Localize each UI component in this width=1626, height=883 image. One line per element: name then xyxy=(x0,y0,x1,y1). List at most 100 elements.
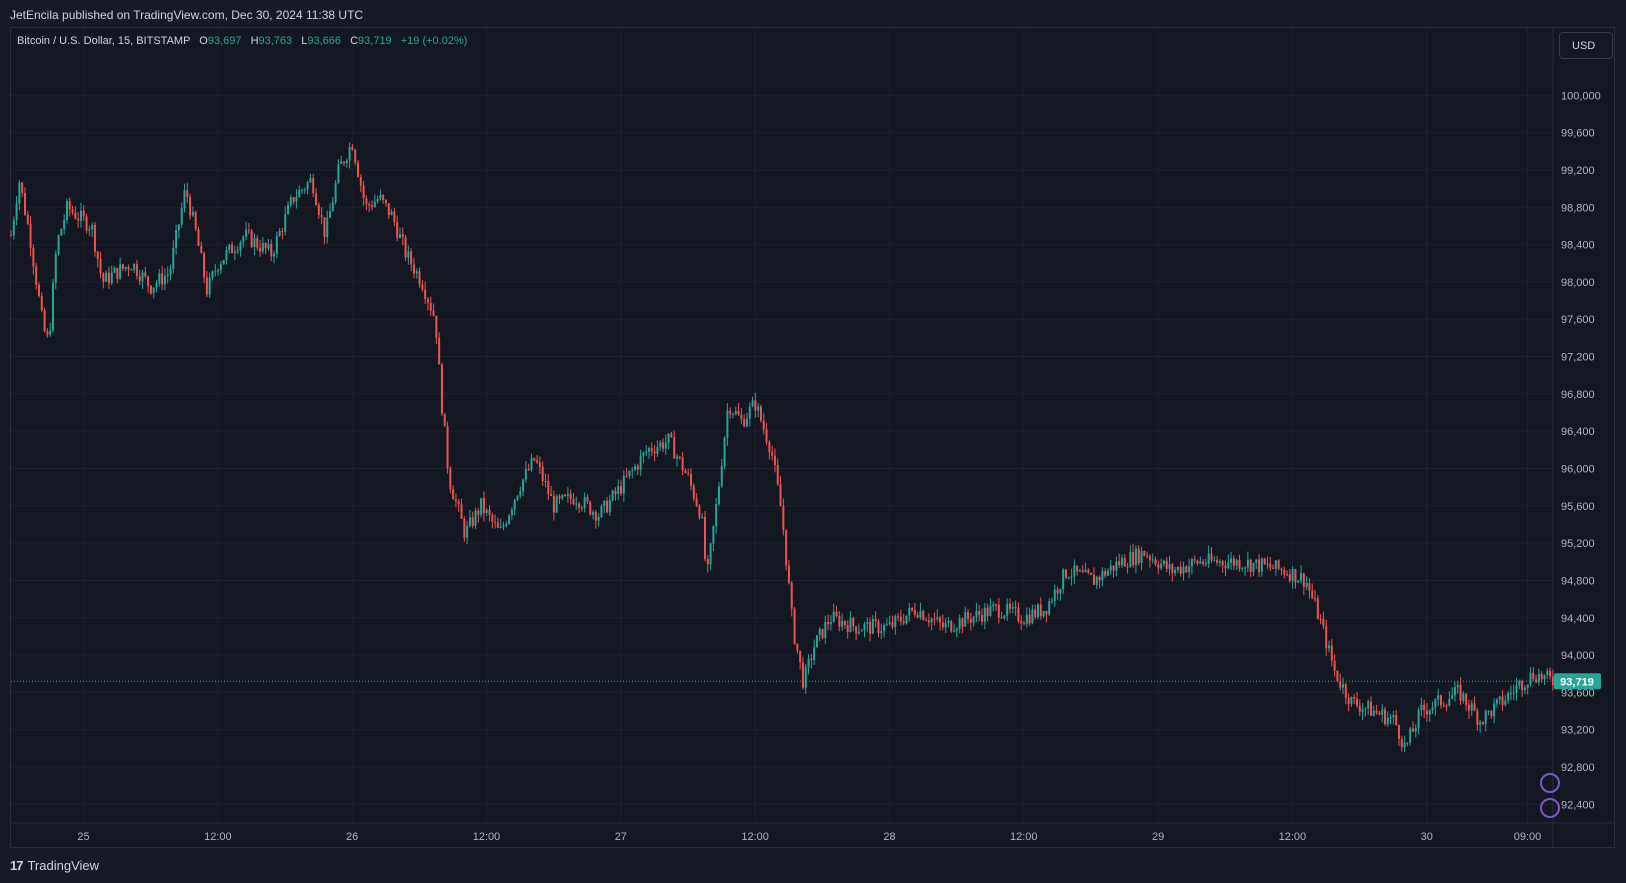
candle-body xyxy=(440,364,443,414)
price-axis[interactable]: 100,000 99,600 99,200 98,800 98,400 98,000 97,… xyxy=(1561,90,1601,811)
candle-body xyxy=(298,189,301,198)
candle-body xyxy=(1532,672,1535,680)
candle-body xyxy=(606,500,609,513)
candle-body xyxy=(29,223,32,249)
candle-body xyxy=(950,620,953,632)
candle-body xyxy=(757,406,760,411)
candle-body xyxy=(99,258,102,274)
time-axis[interactable]: 25 12:00 26 12:00 27 12:00 28 12:00 29 12:00 30 09:… xyxy=(77,831,1541,843)
candle-body xyxy=(555,496,558,513)
low-label: L xyxy=(301,35,308,47)
candle-body xyxy=(765,429,768,443)
candle-body xyxy=(838,615,841,627)
candle-body xyxy=(597,517,600,521)
candle-body xyxy=(673,436,676,459)
candle-body xyxy=(592,512,595,515)
candle-body xyxy=(1501,696,1504,705)
candle-body xyxy=(1056,589,1059,594)
candle-body xyxy=(1487,710,1490,712)
candle-body xyxy=(46,331,49,335)
candle-body xyxy=(387,203,390,216)
candle-body xyxy=(1176,566,1179,571)
price-tick-label: 99,600 xyxy=(1561,128,1595,140)
candle-body xyxy=(659,442,662,448)
candle-body xyxy=(494,521,497,523)
candle-body xyxy=(1034,609,1037,617)
candle-body xyxy=(620,486,623,494)
tradingview-logo[interactable]: 17 TradingView xyxy=(10,858,99,873)
candle-body xyxy=(141,272,144,282)
candle-body xyxy=(1227,562,1230,569)
candle-body xyxy=(329,211,332,218)
candle-body xyxy=(1350,696,1353,705)
candle-body xyxy=(1535,679,1538,683)
candle-body xyxy=(505,523,508,526)
candle-body xyxy=(1551,676,1554,685)
candle-body xyxy=(502,525,505,528)
candle-body xyxy=(418,271,421,285)
candle-body xyxy=(1258,559,1261,572)
candle-body xyxy=(1302,573,1305,588)
candle-body xyxy=(625,475,628,477)
candle-body xyxy=(530,458,533,470)
candle-body xyxy=(1078,570,1081,572)
candle-body xyxy=(1232,558,1235,566)
candle-body xyxy=(1235,560,1238,566)
candle-body xyxy=(343,161,346,164)
candle-body xyxy=(1188,566,1191,573)
candle-body xyxy=(466,525,469,538)
candle-body xyxy=(1090,573,1093,575)
candle-body xyxy=(695,498,698,506)
candle-body xyxy=(1210,553,1213,561)
symbol-legend[interactable]: Bitcoin / U.S. Dollar, 15, BITSTAMP O93,… xyxy=(17,35,467,47)
candle-body xyxy=(1378,712,1381,715)
chart-frame[interactable] xyxy=(10,27,1615,848)
candle-body xyxy=(12,220,15,236)
candle-body xyxy=(1118,561,1121,566)
candle-body xyxy=(1549,670,1552,677)
candle-body xyxy=(787,565,790,583)
candle-body xyxy=(468,517,471,526)
candle-body xyxy=(911,607,914,610)
price-tick-label: 92,800 xyxy=(1561,762,1595,774)
candle-body xyxy=(1274,560,1277,569)
candle-body xyxy=(1448,699,1451,706)
candle-body xyxy=(155,283,158,288)
candle-body xyxy=(245,229,248,237)
candle-body xyxy=(407,251,410,258)
candle-body xyxy=(1529,672,1532,685)
candle-body xyxy=(564,495,567,497)
candle-body xyxy=(1059,589,1062,594)
candle-body xyxy=(264,242,267,249)
candle-body xyxy=(1017,607,1020,622)
candle-body xyxy=(340,161,343,165)
candle-body xyxy=(1095,576,1098,585)
candle-body xyxy=(200,245,203,254)
candle-body xyxy=(821,628,824,639)
footer xyxy=(0,848,1626,883)
candle-body xyxy=(533,458,536,461)
candle-body xyxy=(1322,619,1325,626)
candle-body xyxy=(1434,699,1437,708)
candle-body xyxy=(228,244,231,251)
candle-body xyxy=(1123,557,1126,567)
candle-body xyxy=(180,208,183,225)
currency-button[interactable]: USD xyxy=(1559,32,1613,59)
candle-body xyxy=(480,498,483,515)
price-tick-label: 98,800 xyxy=(1561,202,1595,214)
candle-body xyxy=(1218,561,1221,563)
candle-body xyxy=(1523,687,1526,690)
candle-body xyxy=(1484,711,1487,724)
candle-body xyxy=(717,486,720,504)
candle-body xyxy=(273,253,276,257)
candle-body xyxy=(1459,684,1462,701)
candle-body xyxy=(1283,570,1286,575)
candle-body xyxy=(261,242,264,252)
candle-body xyxy=(575,503,578,505)
candle-body xyxy=(807,658,810,668)
candle-body xyxy=(1087,569,1090,574)
candle-body xyxy=(1339,681,1342,688)
candle-body xyxy=(891,622,894,627)
candle-body xyxy=(1456,684,1459,688)
